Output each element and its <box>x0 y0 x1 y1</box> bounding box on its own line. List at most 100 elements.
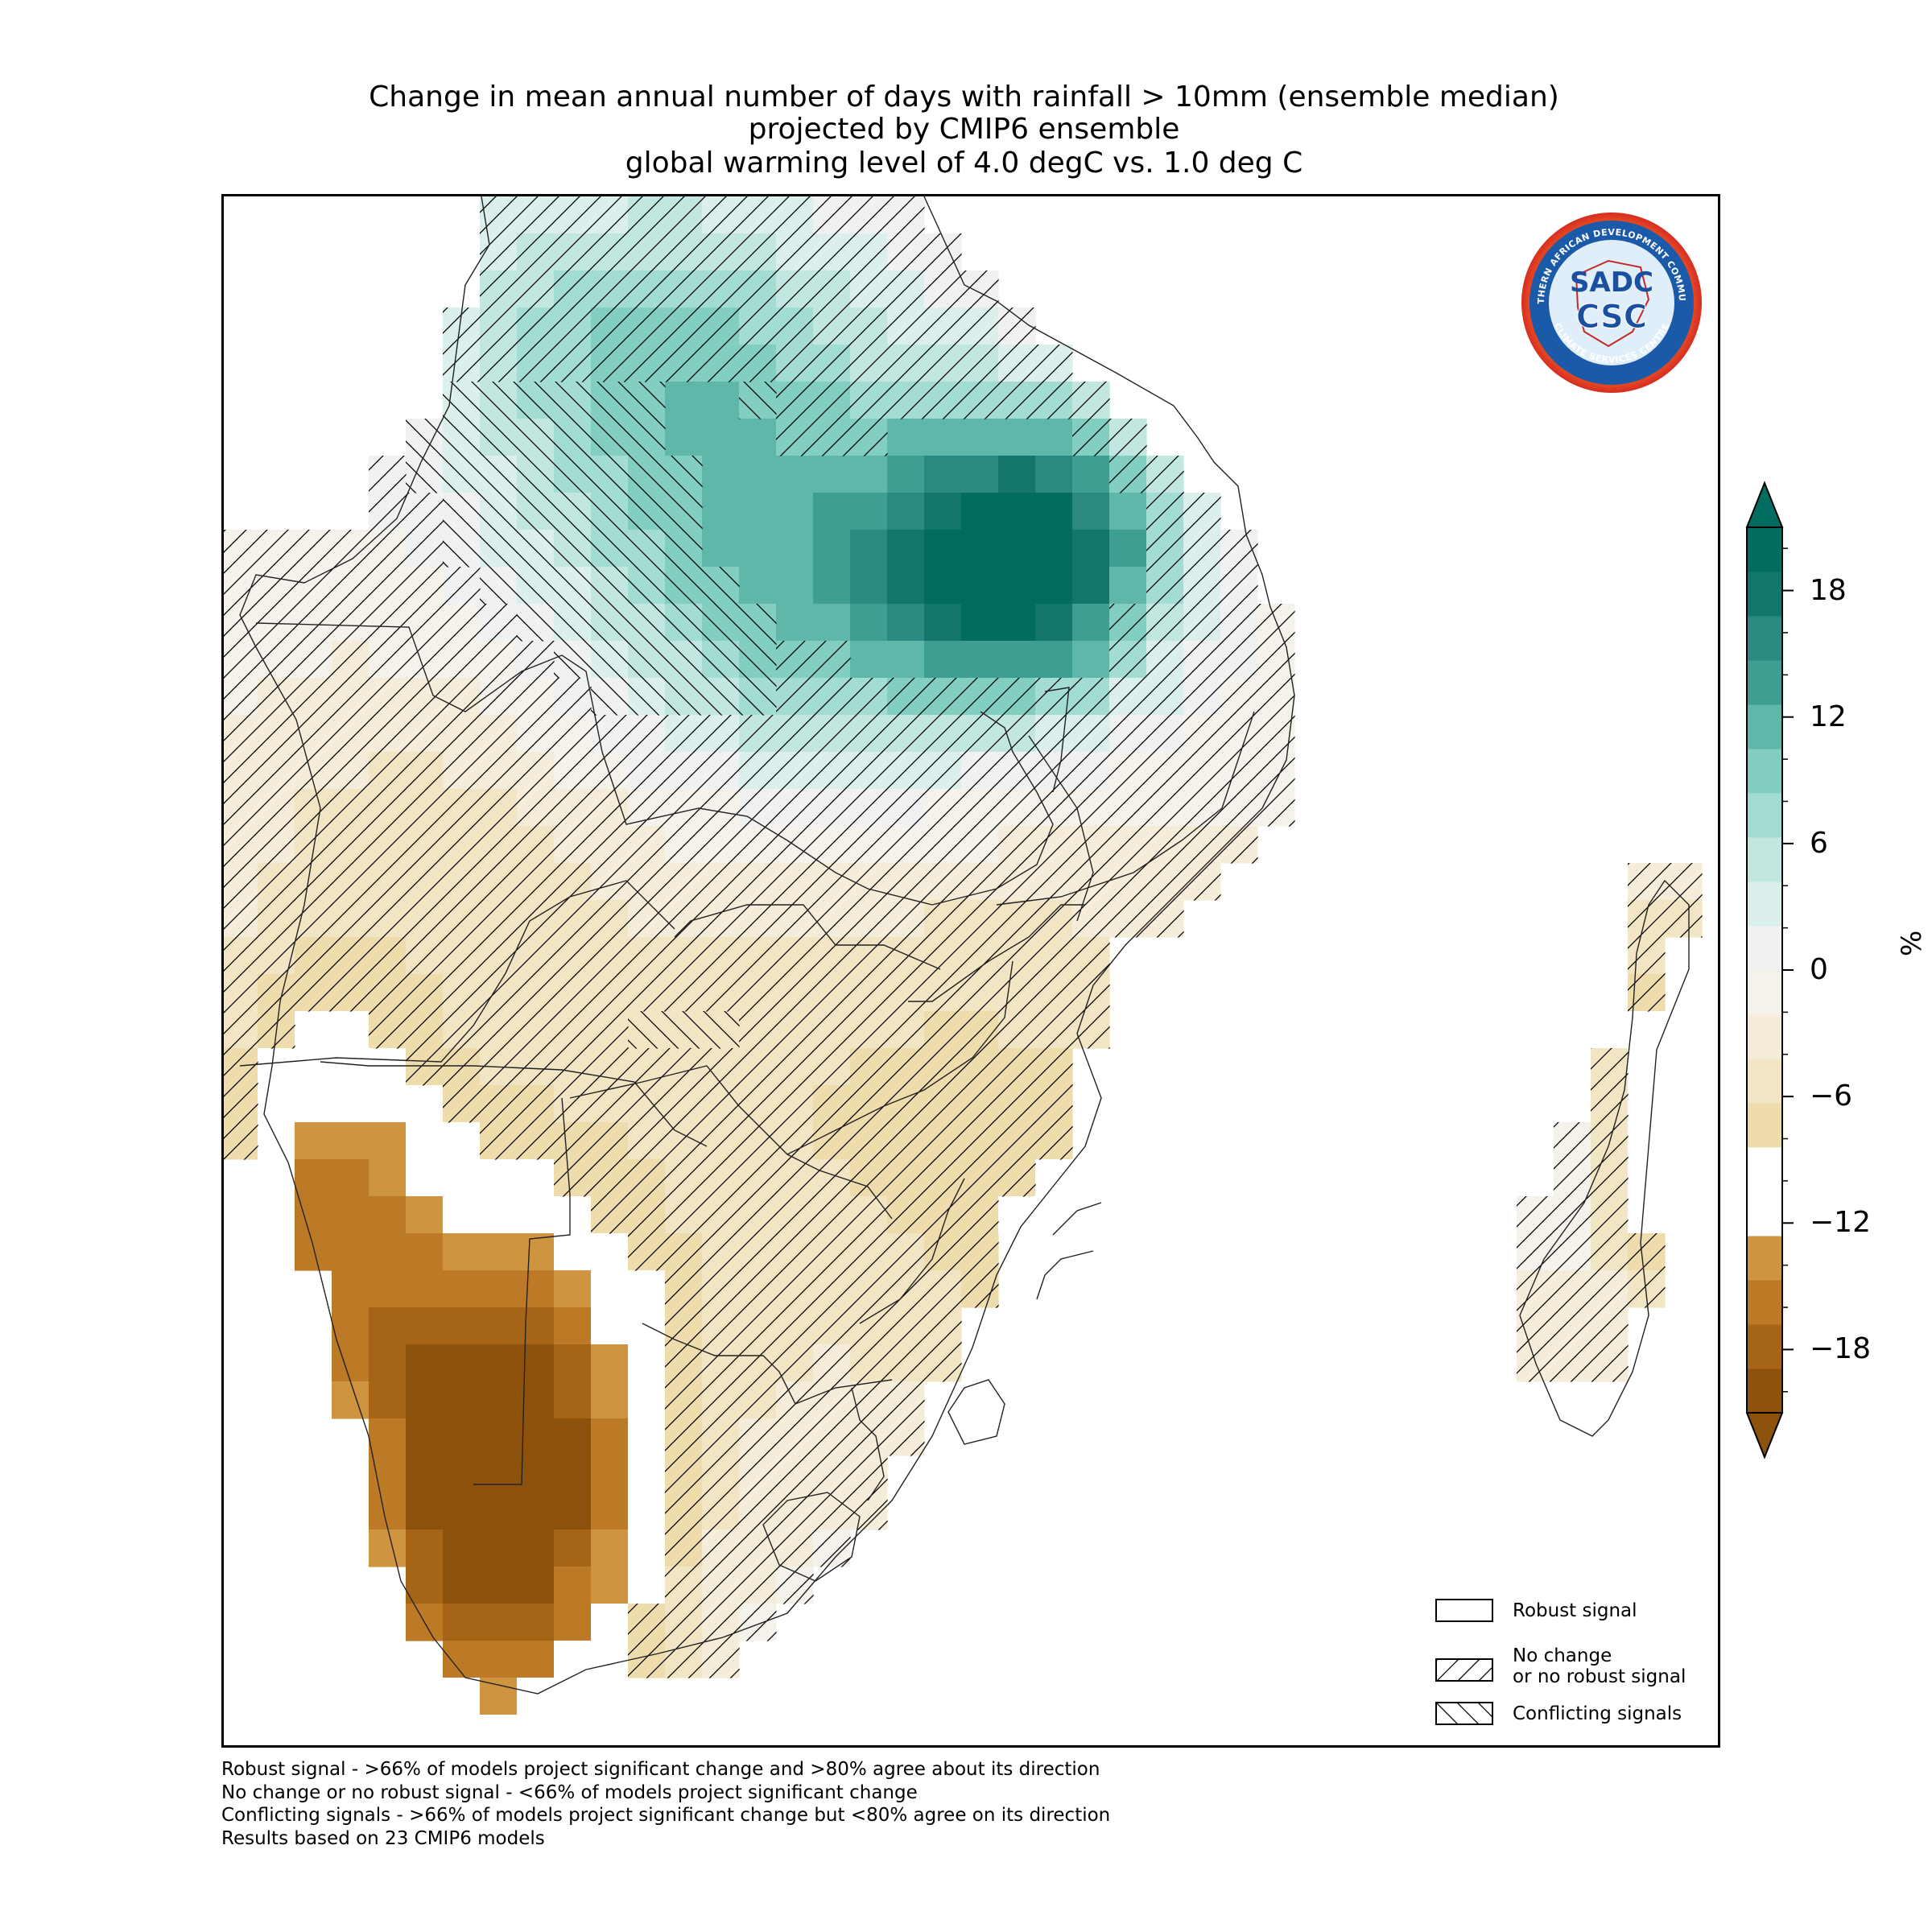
no-change-hatch <box>1146 456 1184 493</box>
no-change-hatch <box>665 1344 703 1382</box>
no-change-hatch <box>1554 1233 1591 1271</box>
no-change-hatch <box>406 789 444 827</box>
no-change-hatch <box>776 1085 814 1123</box>
no-change-hatch <box>554 308 592 345</box>
no-change-hatch <box>1146 567 1184 605</box>
no-change-hatch <box>480 752 518 790</box>
map-cell <box>1072 530 1110 568</box>
no-change-hatch <box>776 1233 814 1271</box>
no-change-hatch <box>1220 641 1258 679</box>
map-cell <box>776 530 814 568</box>
no-change-hatch <box>369 604 407 642</box>
no-change-hatch <box>554 900 592 938</box>
map-cell <box>332 1048 369 1086</box>
no-change-hatch <box>665 196 703 234</box>
no-change-hatch <box>887 1418 925 1456</box>
no-change-hatch <box>998 789 1036 827</box>
no-change-hatch <box>1257 752 1295 790</box>
no-change-hatch <box>776 974 814 1012</box>
no-change-hatch <box>665 1159 703 1197</box>
conflicting-hatch <box>443 456 481 493</box>
map-cell <box>517 1307 555 1345</box>
footnote-no-change: No change or no robust signal - <66% of … <box>221 1781 918 1803</box>
no-change-hatch <box>332 567 369 605</box>
no-change-hatch <box>1072 826 1110 864</box>
map-cell <box>443 1122 481 1160</box>
no-change-hatch <box>924 1122 962 1160</box>
map-cell <box>332 1085 369 1123</box>
legend-swatch-robust <box>1435 1599 1493 1622</box>
conflicting-hatch <box>443 530 481 568</box>
no-change-hatch <box>887 1085 925 1123</box>
no-change-hatch <box>776 1418 814 1456</box>
no-change-hatch <box>554 752 592 790</box>
map-cell <box>554 1567 592 1604</box>
map-cell <box>406 1455 444 1493</box>
map-cell <box>517 1455 555 1493</box>
map-cell <box>406 1418 444 1456</box>
no-change-hatch <box>813 382 851 419</box>
map-cell <box>887 530 925 568</box>
no-change-hatch <box>739 1270 777 1308</box>
map-cell <box>369 1344 407 1382</box>
no-change-hatch <box>665 1530 703 1567</box>
no-change-hatch <box>295 715 332 753</box>
no-change-hatch <box>591 789 629 827</box>
no-change-hatch <box>1109 604 1147 642</box>
no-change-hatch <box>850 196 888 234</box>
map-cell <box>961 456 999 493</box>
title-line-1: Change in mean annual number of days wit… <box>369 80 1559 114</box>
no-change-hatch <box>961 937 999 975</box>
no-change-hatch <box>665 1641 703 1678</box>
no-change-hatch <box>1035 1122 1073 1160</box>
no-change-hatch <box>887 308 925 345</box>
no-change-hatch <box>332 900 369 938</box>
no-change-hatch <box>739 1048 777 1086</box>
map-cell <box>480 1233 518 1271</box>
no-change-hatch <box>517 715 555 753</box>
map-cell <box>443 1233 481 1271</box>
map-cell <box>406 1381 444 1419</box>
map-cell <box>887 456 925 493</box>
map-cell <box>443 1270 481 1308</box>
no-change-hatch <box>1035 345 1073 382</box>
legend-label-conflicting: Conflicting signals <box>1513 1703 1682 1724</box>
no-change-hatch <box>258 530 295 568</box>
no-change-hatch <box>665 937 703 975</box>
no-change-hatch <box>887 1122 925 1160</box>
no-change-hatch <box>776 1159 814 1197</box>
colorbar-extend-max <box>1745 481 1784 528</box>
no-change-hatch <box>998 382 1036 419</box>
no-change-hatch <box>1109 715 1147 753</box>
no-change-hatch <box>258 937 295 975</box>
no-change-hatch <box>776 1492 814 1530</box>
no-change-hatch <box>406 826 444 864</box>
map-cell <box>517 1233 555 1271</box>
no-change-hatch <box>813 974 851 1012</box>
map-cell <box>332 1233 369 1271</box>
no-change-hatch <box>776 382 814 419</box>
colorbar-band <box>1747 1147 1782 1192</box>
no-change-hatch <box>443 863 481 901</box>
no-change-hatch <box>665 1048 703 1086</box>
no-change-hatch <box>998 937 1036 975</box>
no-change-hatch <box>998 308 1036 345</box>
no-change-hatch <box>591 308 629 345</box>
no-change-hatch <box>813 900 851 938</box>
no-change-hatch <box>665 233 703 271</box>
conflicting-hatch <box>591 493 629 530</box>
map-cell <box>554 1344 592 1382</box>
conflicting-hatch <box>665 641 703 679</box>
map-cell <box>332 1307 369 1345</box>
no-change-hatch <box>1109 752 1147 790</box>
map-cell <box>702 456 740 493</box>
map-cell <box>406 1122 444 1160</box>
no-change-hatch <box>332 789 369 827</box>
conflicting-hatch <box>443 493 481 530</box>
no-change-hatch <box>480 1011 518 1049</box>
no-change-hatch <box>776 308 814 345</box>
map-cell <box>702 382 740 419</box>
no-change-hatch <box>924 715 962 753</box>
map-cell <box>517 1344 555 1382</box>
no-change-hatch <box>369 456 407 493</box>
